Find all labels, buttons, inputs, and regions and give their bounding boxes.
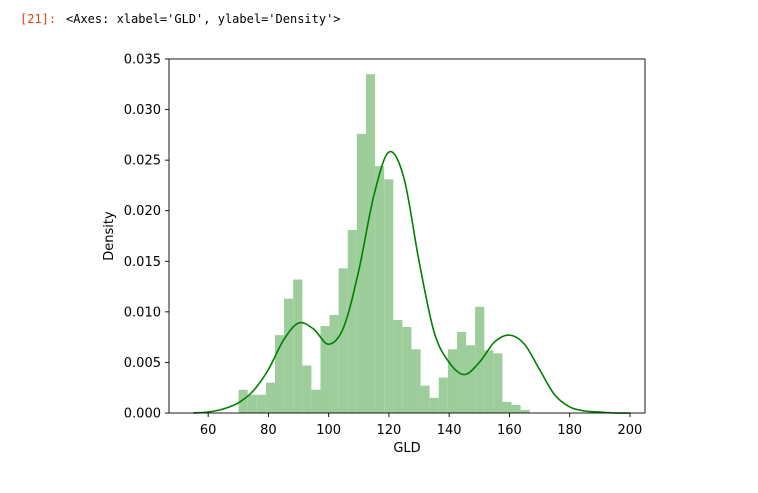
x-tick-label: 100 <box>316 423 341 438</box>
histogram-bar <box>502 401 512 413</box>
y-axis-label: Density <box>102 211 117 261</box>
histogram-bar <box>365 74 376 414</box>
histogram-bar <box>520 409 530 413</box>
histogram-bar <box>511 404 521 413</box>
histogram-bar <box>420 385 430 413</box>
y-tick-label: 0.035 <box>124 53 161 68</box>
histogram-bar <box>274 335 285 413</box>
histogram-bar <box>356 133 366 414</box>
histogram-bar <box>347 229 357 413</box>
histogram-bar <box>429 397 439 413</box>
histogram-bar <box>311 389 321 413</box>
histogram-bar <box>256 394 266 413</box>
output-repr-text: <Axes: xlabel='GLD', ylabel='Density'> <box>66 12 341 26</box>
histogram-bar <box>293 279 303 413</box>
x-axis-label: GLD <box>393 441 420 456</box>
histogram-bar <box>375 166 385 413</box>
histogram-bar <box>493 353 503 413</box>
histogram-bar <box>393 319 403 413</box>
histogram-bar <box>384 179 394 413</box>
histogram-bar <box>484 350 494 413</box>
histogram-bars <box>238 74 530 414</box>
x-tick-label: 180 <box>557 423 582 438</box>
x-tick-label: 160 <box>497 423 522 438</box>
histogram-bar <box>456 332 467 413</box>
histogram-bar <box>320 326 330 413</box>
y-tick-label: 0.000 <box>124 407 161 422</box>
x-axis-ticks: 60 80 100 120 140 160 180 200 <box>200 413 642 438</box>
histogram-bar <box>475 306 485 413</box>
x-tick-label: 120 <box>377 423 402 438</box>
kde-curve <box>193 150 630 414</box>
y-tick-label: 0.020 <box>124 204 161 219</box>
y-tick-label: 0.030 <box>124 103 161 118</box>
histogram-bar <box>247 394 257 413</box>
histogram-bar <box>402 327 412 413</box>
histogram-bar <box>302 365 312 413</box>
x-tick-label: 80 <box>260 423 277 438</box>
y-tick-label: 0.015 <box>124 255 161 270</box>
histogram-bar <box>447 349 457 413</box>
x-tick-label: 200 <box>618 423 643 438</box>
histogram-bar <box>466 345 476 413</box>
histogram-bar <box>411 349 421 413</box>
histogram-bar <box>329 314 339 413</box>
axes-frame <box>168 58 646 414</box>
histogram-bar <box>338 268 348 413</box>
histogram-bar <box>284 298 294 413</box>
y-tick-label: 0.010 <box>124 305 161 320</box>
histogram-bar <box>265 382 275 413</box>
y-tick-label: 0.005 <box>124 356 161 371</box>
histogram-bar <box>238 389 248 413</box>
y-axis-ticks: 0.000 0.005 0.010 0.015 0.020 0.025 0.030 0.035 <box>124 53 169 422</box>
x-tick-label: 140 <box>437 423 462 438</box>
y-tick-label: 0.025 <box>124 154 161 169</box>
execution-count-prompt: [21]: <box>20 12 57 26</box>
histogram-bar <box>438 377 448 413</box>
x-tick-label: 60 <box>200 423 217 438</box>
